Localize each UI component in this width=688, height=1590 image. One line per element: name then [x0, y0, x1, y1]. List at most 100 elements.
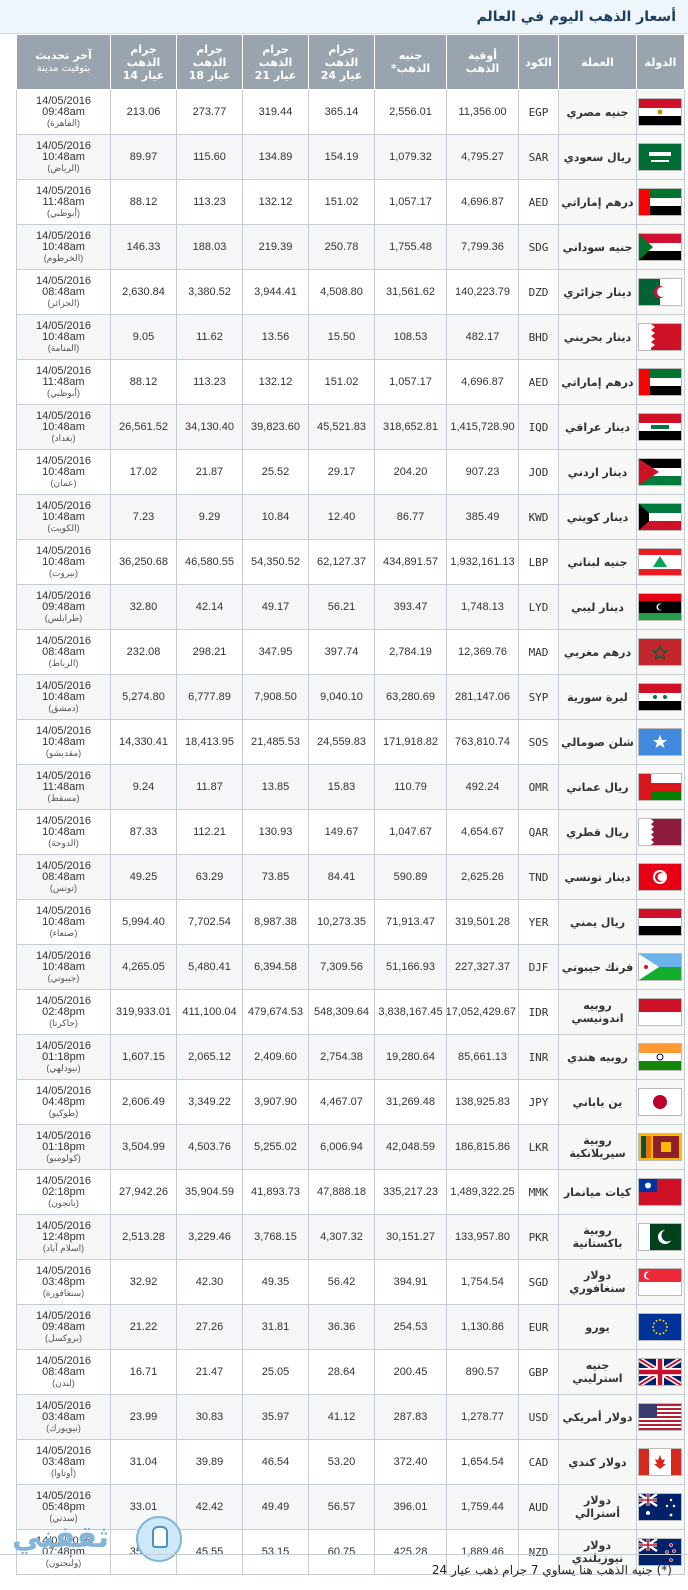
currency-code: NZD — [518, 1529, 559, 1575]
update-city: (أوتاوا) — [51, 1467, 76, 1478]
country-cell — [636, 1439, 685, 1485]
update-city: (الرياض) — [47, 162, 80, 173]
ounce-price: 7,799.36 — [446, 224, 519, 270]
currency-name: شلن صومالي — [558, 719, 637, 765]
update-city: (تونس) — [49, 882, 78, 893]
gram-14-price: 36,250.68 — [110, 539, 177, 585]
gram-21-price: 8,987.38 — [242, 899, 309, 945]
country-cell — [636, 1529, 685, 1575]
gram-24-price: 15.83 — [308, 764, 375, 810]
libya-flag-icon — [638, 593, 682, 621]
update-time: 02:18pm — [42, 1185, 85, 1198]
currency-code: SDG — [518, 224, 559, 270]
currency-code: AUD — [518, 1484, 559, 1530]
ounce-price: 281,147.06 — [446, 674, 519, 720]
gram-18-price: 63.29 — [176, 854, 243, 900]
update-city: (مسقط) — [47, 792, 80, 803]
update-city: (جيبوتي) — [47, 972, 80, 983]
gram-24-price: 56.57 — [308, 1484, 375, 1530]
gram-21-price: 25.05 — [242, 1349, 309, 1395]
gram-24-price: 397.74 — [308, 629, 375, 675]
yemen-flag-icon — [638, 908, 682, 936]
update-time: 10:48am — [42, 735, 85, 748]
currency-name: يورو — [558, 1304, 637, 1350]
last-update-cell: 14/05/2016 10:48am (دمشق) — [16, 674, 111, 720]
ounce-price: 1,278.77 — [446, 1394, 519, 1440]
last-update-cell: 14/05/2016 08:48am (الرباط) — [16, 629, 111, 675]
update-city: (نيودلهي) — [46, 1062, 81, 1073]
currency-name: كيات ميانمار — [558, 1169, 637, 1215]
last-update-cell: 14/05/2016 07:48pm (ولنجتون) — [16, 1529, 111, 1575]
gram-18-price: 9.29 — [176, 494, 243, 540]
currency-name: ليرة سورية — [558, 674, 637, 720]
gram-18-price: 42.30 — [176, 1259, 243, 1305]
currency-code: LKR — [518, 1124, 559, 1170]
update-date: 14/05/2016 — [35, 274, 92, 287]
pound-price: 372.40 — [374, 1439, 447, 1485]
gram-18-price: 112.21 — [176, 809, 243, 855]
last-update-cell: 14/05/2016 08:48am (الجزائر) — [16, 269, 111, 315]
srilanka-flag-icon — [638, 1133, 682, 1161]
gram-14-price: 213.06 — [110, 89, 177, 135]
country-cell — [636, 854, 685, 900]
header-gram-18: جرام الذهب عيار 18 — [176, 34, 243, 90]
pound-price: 394.91 — [374, 1259, 447, 1305]
update-date: 14/05/2016 — [35, 454, 92, 467]
india-flag-icon — [638, 1043, 682, 1071]
table-row: ريال عماني OMR 492.24 110.79 15.83 13.85… — [16, 764, 685, 810]
currency-code: YER — [518, 899, 559, 945]
ounce-price: 890.57 — [446, 1349, 519, 1395]
update-time: 03:48pm — [42, 1275, 85, 1288]
update-date: 14/05/2016 — [35, 1264, 92, 1277]
currency-name: دينار جزائري — [558, 269, 637, 315]
canada-flag-icon — [638, 1448, 682, 1476]
gram-24-price: 9,040.10 — [308, 674, 375, 720]
gram-24-price: 47,888.18 — [308, 1169, 375, 1215]
gram-24-price: 151.02 — [308, 179, 375, 225]
pound-price: 254.53 — [374, 1304, 447, 1350]
gram-24-price: 56.42 — [308, 1259, 375, 1305]
header-currency: العملة — [558, 34, 637, 90]
country-cell — [636, 89, 685, 135]
pound-price: 200.45 — [374, 1349, 447, 1395]
gram-21-price: 2,409.60 — [242, 1034, 309, 1080]
update-time: 10:48am — [42, 960, 85, 973]
update-date: 14/05/2016 — [35, 1534, 92, 1547]
gram-14-price: 17.02 — [110, 449, 177, 495]
update-date: 14/05/2016 — [35, 1354, 92, 1367]
bahrain-flag-icon — [638, 323, 682, 351]
gram-21-price: 35.97 — [242, 1394, 309, 1440]
country-cell — [636, 269, 685, 315]
header-last-update: آخر تحديث بتوقيت مدينة — [16, 34, 111, 90]
header-pound: جنيه الذهب* — [374, 34, 447, 90]
currency-code: EUR — [518, 1304, 559, 1350]
gram-18-price: 27.26 — [176, 1304, 243, 1350]
update-city: (طوكيو) — [48, 1107, 79, 1118]
update-time: 03:48am — [42, 1410, 85, 1423]
gram-18-price: 4,503.76 — [176, 1124, 243, 1170]
table-row: روبية سيريلانكية LKR 186,815.86 42,048.5… — [16, 1124, 685, 1170]
update-date: 14/05/2016 — [35, 499, 92, 512]
last-update-cell: 14/05/2016 03:48am (نيويورك) — [16, 1394, 111, 1440]
update-time: 04:48pm — [42, 1095, 85, 1108]
update-city: (كولومبو) — [46, 1152, 81, 1163]
gram-21-price: 49.17 — [242, 584, 309, 630]
update-city: (سدني) — [49, 1512, 78, 1523]
pound-price: 287.83 — [374, 1394, 447, 1440]
gram-24-price: 29.17 — [308, 449, 375, 495]
currency-name: ريال يمني — [558, 899, 637, 945]
ounce-price: 385.49 — [446, 494, 519, 540]
site-logo-text: ثقفني — [12, 1520, 110, 1555]
update-date: 14/05/2016 — [35, 814, 92, 827]
update-date: 14/05/2016 — [35, 1489, 92, 1502]
currency-code: IDR — [518, 989, 559, 1035]
update-date: 14/05/2016 — [35, 1039, 92, 1052]
gold-prices-table: الدولة العملة الكود أوقية الذهب جنيه الذ… — [16, 34, 685, 1575]
page-title: أسعار الذهب اليوم في العالم — [0, 0, 688, 34]
last-update-cell: 14/05/2016 10:48am (الخرطوم) — [16, 224, 111, 270]
ounce-price: 133,957.80 — [446, 1214, 519, 1260]
myanmar-flag-icon — [638, 1178, 682, 1206]
update-time: 10:48am — [42, 330, 85, 343]
gram-18-price: 3,349.22 — [176, 1079, 243, 1125]
update-city: (القاهرة) — [47, 117, 80, 128]
